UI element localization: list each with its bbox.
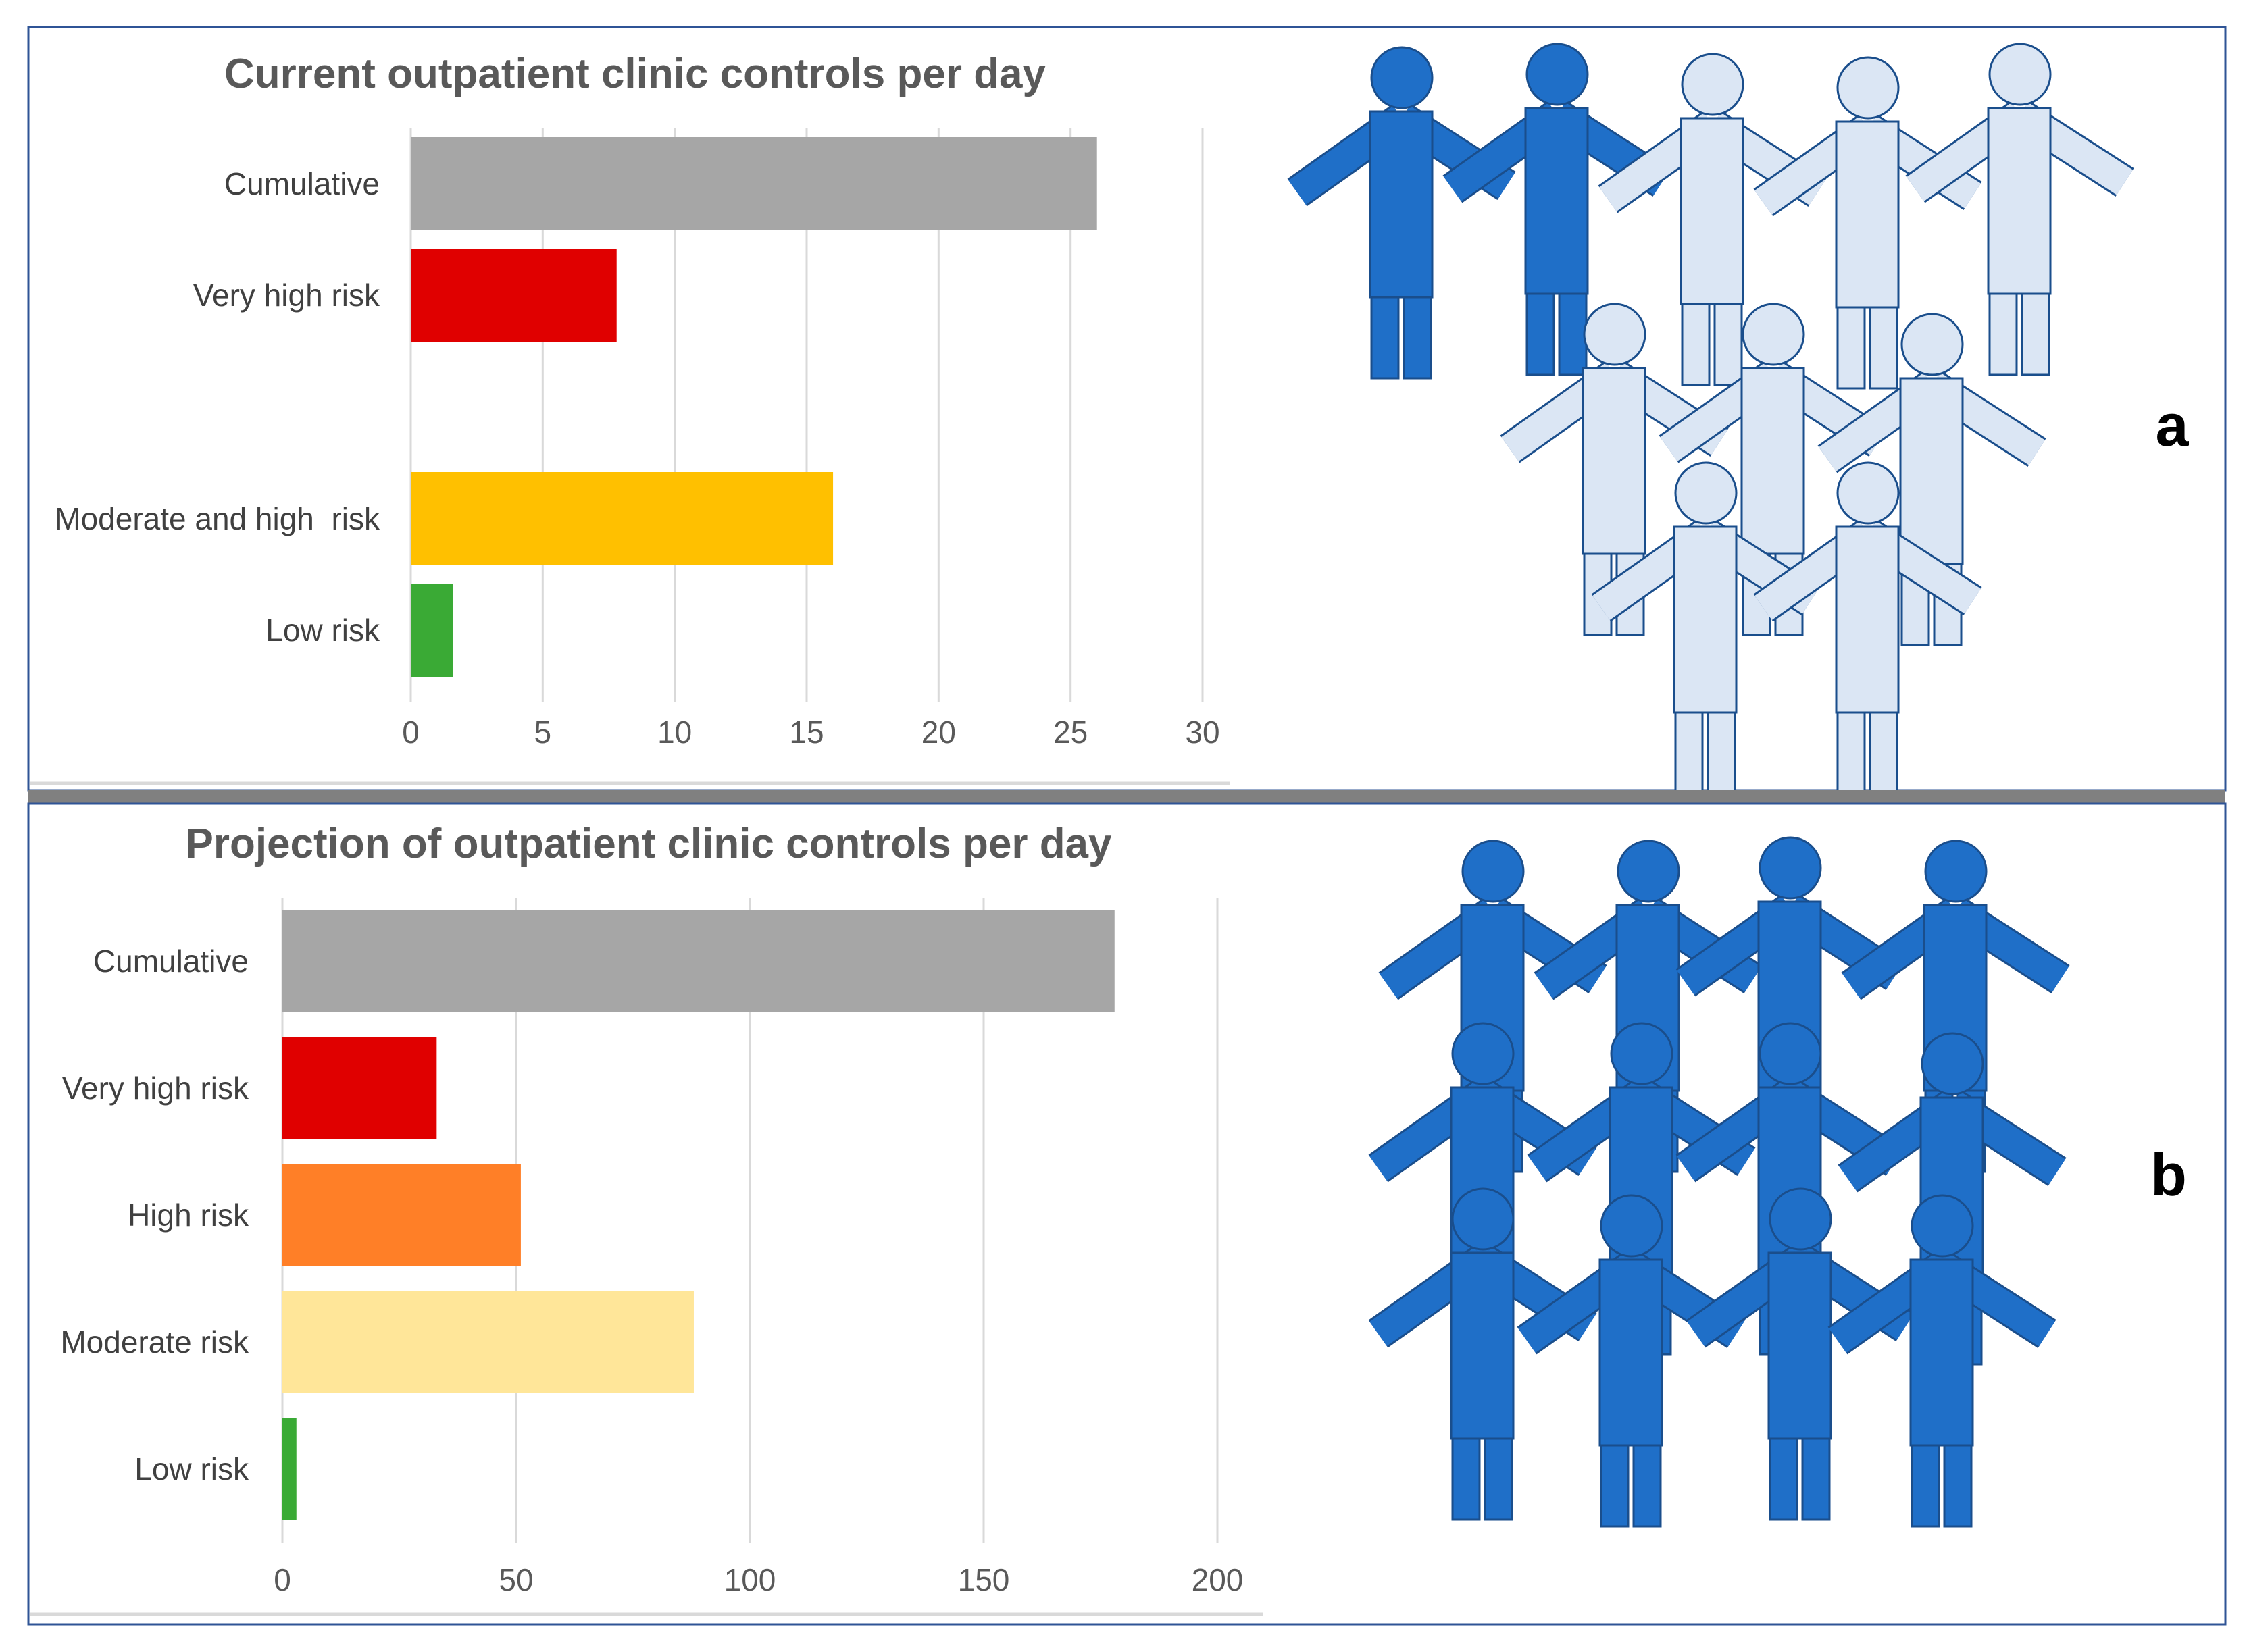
category-label-very-high-risk: Very high risk [193,278,380,313]
category-label-cumulative: Cumulative [93,944,249,979]
tick-label-0: 0 [274,1562,291,1597]
bar-very-high-risk [411,249,617,342]
chart-b-tick-labels: 0 50 100 150 200 [274,1562,1243,1597]
category-label-high-risk: High risk [128,1197,249,1233]
tick-label-15: 15 [789,715,824,750]
chart-a-bars [411,137,1097,677]
tick-label-0: 0 [402,715,420,750]
tick-label-100: 100 [724,1562,776,1597]
chart-b: Cumulative Very high risk High risk Moderat… [30,898,1263,1616]
category-label-low-risk: Low risk [134,1451,249,1487]
tick-label-200: 200 [1192,1562,1244,1597]
bar-moderate-and-high-risk [411,472,834,565]
tick-label-10: 10 [657,715,692,750]
category-label-low-risk: Low risk [266,613,380,648]
bar-low-risk [411,584,453,677]
bar-cumulative [282,910,1115,1012]
tick-label-20: 20 [921,715,956,750]
category-label-moderate-risk: Moderate risk [60,1324,249,1360]
panel-a-letter: a [2156,392,2190,459]
chart-a-title: Current outpatient clinic controls per d… [224,51,1046,97]
chart-b-category-labels: Cumulative Very high risk High risk Moderat… [60,944,249,1487]
tick-label-30: 30 [1185,715,1219,750]
chart-a-tick-labels: 0 5 10 15 20 25 30 [402,715,1219,750]
bar-low-risk [282,1418,297,1520]
tick-label-5: 5 [534,715,552,750]
category-label-cumulative: Cumulative [224,166,380,201]
panel-b-letter: b [2150,1141,2187,1208]
chart-b-title: Projection of outpatient clinic controls… [185,821,1112,867]
chart-a-category-labels: Cumulative Very high risk Moderate and hig… [55,166,380,648]
bar-very-high-risk [282,1037,437,1139]
chart-b-bars [282,910,1115,1520]
panel-divider [28,790,2225,804]
tick-label-50: 50 [499,1562,533,1597]
bar-high-risk [282,1164,521,1266]
category-label-very-high-risk: Very high risk [62,1070,249,1106]
panel-b: Projection of outpatient clinic controls… [27,802,2227,1626]
category-label-moderate-and-high-risk: Moderate and high risk [55,501,380,536]
tick-label-25: 25 [1053,715,1088,750]
bar-moderate-risk [282,1291,694,1393]
tick-label-150: 150 [958,1562,1010,1597]
panel-a: Current outpatient clinic controls per d… [27,26,2227,794]
chart-a: Cumulative Very high risk Moderate and hig… [30,128,1230,785]
bar-cumulative [411,137,1097,230]
